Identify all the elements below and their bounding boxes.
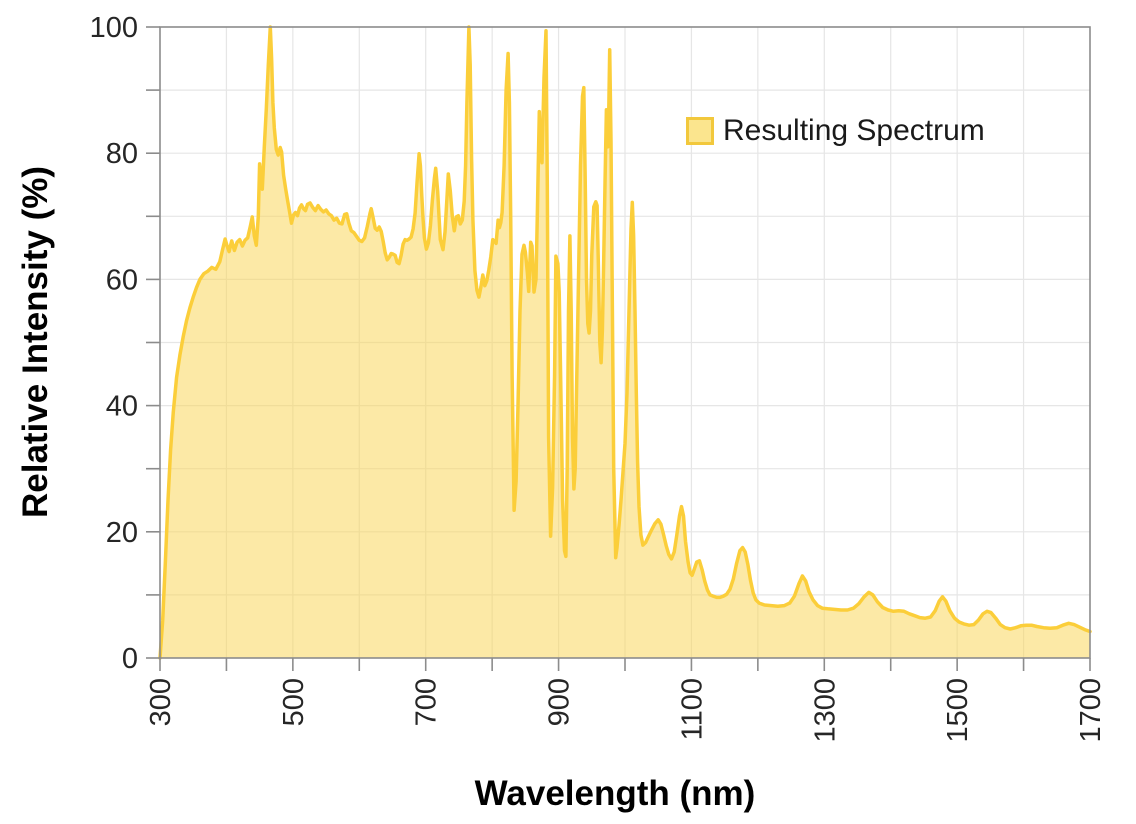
series-line (158, 25, 1092, 660)
svg-text:300: 300 (145, 678, 177, 726)
svg-text:500: 500 (278, 678, 310, 726)
y-tick-labels: 0 20 40 60 80 100 (90, 12, 138, 675)
svg-text:1300: 1300 (809, 678, 841, 743)
svg-text:700: 700 (411, 678, 443, 726)
legend: Resulting Spectrum (686, 114, 985, 148)
svg-text:1500: 1500 (942, 678, 974, 743)
series-area (160, 27, 1090, 658)
x-tick-labels: 300 500 700 900 1100 1300 1500 1700 (145, 678, 1107, 743)
svg-text:60: 60 (106, 264, 138, 296)
svg-text:900: 900 (544, 678, 576, 726)
legend-swatch-icon (686, 117, 714, 145)
svg-text:80: 80 (106, 138, 138, 170)
y-axis-title: Relative Intensity (%) (16, 165, 55, 519)
x-axis-title: Wavelength (nm) (474, 774, 756, 813)
svg-text:1700: 1700 (1075, 678, 1107, 743)
axis-ticks (146, 26, 1091, 671)
svg-text:1100: 1100 (676, 678, 708, 740)
svg-text:20: 20 (106, 517, 138, 549)
svg-text:0: 0 (122, 643, 138, 675)
legend-label: Resulting Spectrum (723, 114, 985, 147)
svg-text:40: 40 (106, 391, 138, 423)
svg-text:100: 100 (90, 12, 138, 44)
